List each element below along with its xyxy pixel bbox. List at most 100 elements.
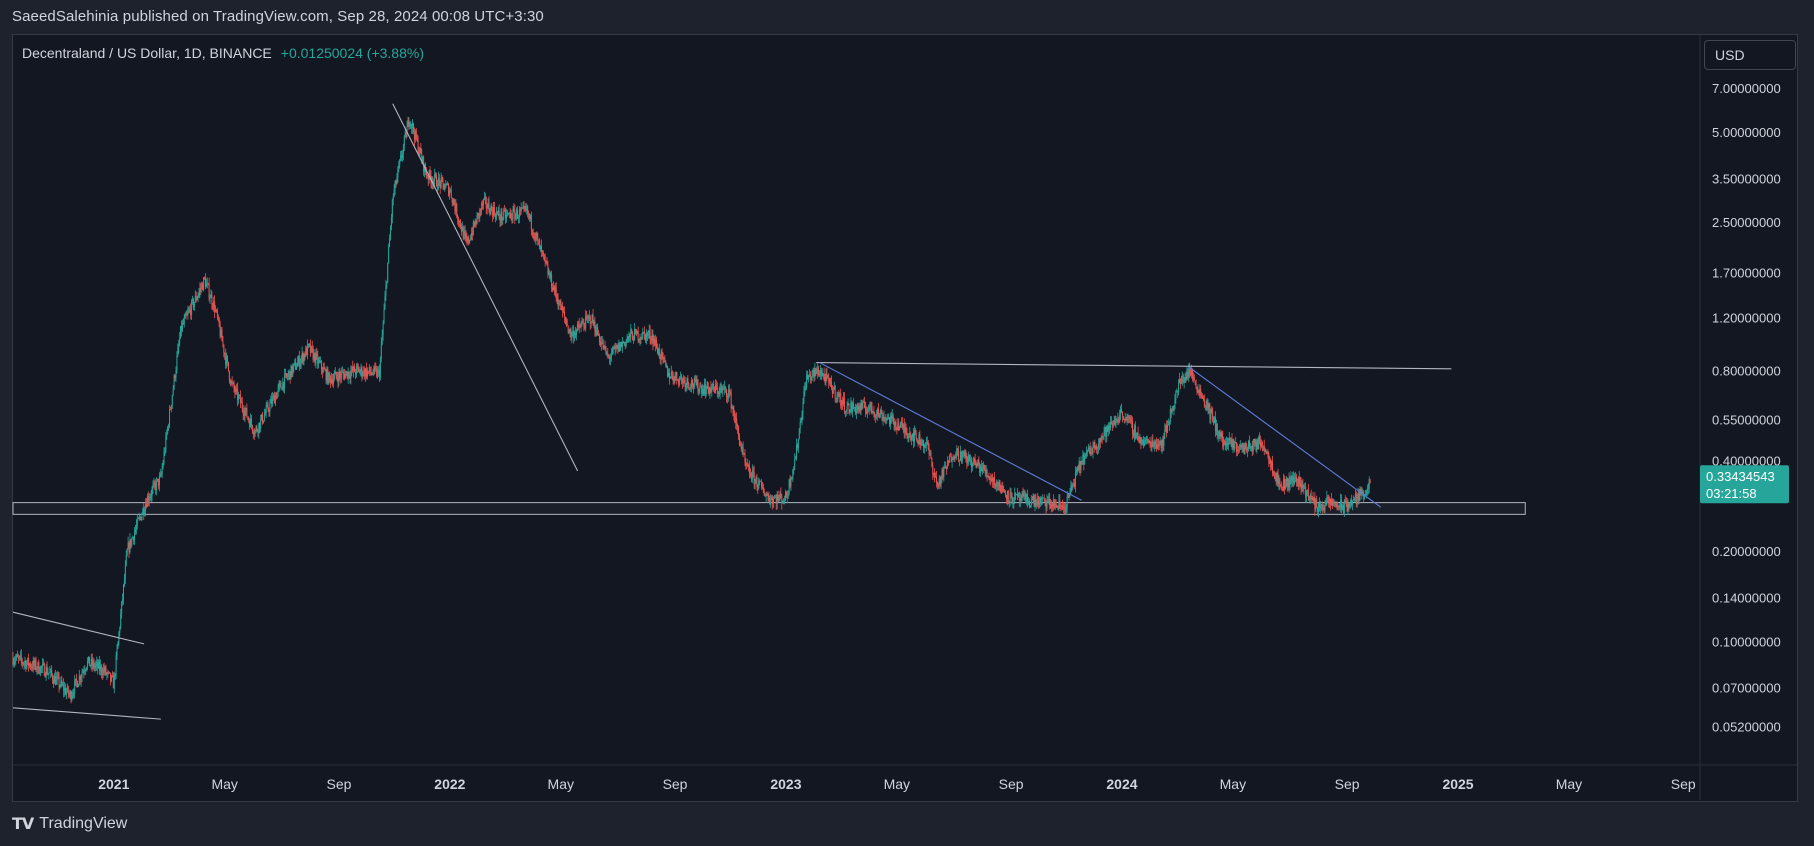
candle-body — [198, 291, 200, 296]
candle-body — [893, 418, 895, 426]
candle-body — [1157, 444, 1159, 447]
x-tick-label: May — [1220, 776, 1246, 792]
candle-body — [1088, 447, 1090, 449]
candle-body — [581, 322, 583, 325]
candle-body — [691, 380, 693, 388]
candle-body — [693, 378, 695, 388]
candle-body — [1140, 437, 1142, 444]
candle-body — [146, 496, 148, 507]
candle-body — [466, 238, 468, 243]
candle-body — [1117, 419, 1119, 420]
candle-body — [1027, 493, 1029, 504]
candle-body — [724, 386, 726, 389]
candle-body — [954, 456, 956, 458]
candle-body — [772, 498, 774, 504]
current-price-label[interactable] — [1700, 465, 1789, 504]
candle-body — [1054, 503, 1056, 509]
trend-line[interactable] — [12, 611, 145, 645]
horizontal-resistance-line[interactable] — [816, 362, 1452, 370]
trend-line[interactable] — [819, 362, 1082, 501]
candle-body — [241, 401, 243, 409]
candle-body — [1112, 422, 1114, 427]
candle-body — [888, 417, 890, 420]
currency-selector-button[interactable]: USD — [1704, 40, 1796, 70]
candle-body — [1347, 503, 1349, 511]
candle-body — [426, 177, 428, 179]
candle-body — [970, 459, 972, 461]
candle-body — [728, 389, 730, 392]
candle-body — [654, 338, 656, 346]
candle-body — [697, 379, 699, 392]
candle-body — [244, 410, 246, 417]
candle-body — [122, 584, 124, 599]
candle-body — [105, 667, 107, 675]
candle-body — [145, 504, 147, 512]
symbol-legend[interactable]: Decentraland / US Dollar, 1D, BINANCE +0… — [22, 45, 424, 61]
candle-body — [333, 374, 335, 380]
candle-body — [887, 417, 889, 420]
candle-body — [1095, 445, 1097, 450]
candle-body — [1007, 490, 1009, 502]
candle-body — [1151, 440, 1153, 447]
candle-body — [386, 282, 388, 286]
candle-body — [1014, 493, 1016, 503]
y-tick-label: 0.80000000 — [1712, 363, 1781, 378]
candle-body — [484, 197, 486, 199]
candle-body — [510, 213, 512, 219]
candle-body — [230, 381, 232, 384]
candle-body — [863, 401, 865, 403]
candle-body — [1158, 442, 1160, 447]
symbol-title[interactable]: Decentraland / US Dollar, 1D, BINANCE — [22, 45, 272, 61]
candle-body — [737, 425, 739, 428]
candle-body — [566, 323, 568, 326]
candle-body — [76, 681, 78, 688]
candle-body — [610, 354, 612, 358]
trend-line[interactable] — [1188, 366, 1382, 508]
candle-body — [769, 501, 771, 505]
candle-body — [260, 419, 262, 429]
candle-body — [731, 406, 733, 409]
candle-body — [505, 210, 507, 219]
trend-line[interactable] — [392, 103, 579, 472]
candle-body — [32, 660, 34, 669]
candle-body — [19, 655, 21, 657]
candle-body — [61, 680, 63, 685]
candle-body — [836, 396, 838, 399]
candle-body — [1331, 499, 1333, 506]
candle-body — [471, 232, 473, 235]
candle-body — [1270, 459, 1272, 468]
candle-body — [1205, 401, 1207, 406]
candle-body — [272, 397, 274, 405]
candle-body — [124, 565, 126, 580]
candle-body — [1340, 500, 1342, 508]
candle-body — [1303, 487, 1305, 489]
candle-body — [772, 498, 774, 504]
candle-body — [703, 384, 705, 395]
candle-body — [536, 232, 538, 238]
footer-branding[interactable]: 𝗧𝗩 TradingView — [12, 814, 127, 834]
candle-body — [927, 441, 929, 448]
candle-body — [1026, 493, 1028, 502]
candle-body — [791, 478, 793, 480]
candle-body — [43, 663, 45, 676]
candle-body — [1247, 449, 1249, 452]
candle-body — [700, 386, 702, 388]
trend-line[interactable] — [12, 707, 161, 720]
y-tick-label: 0.20000000 — [1712, 544, 1781, 559]
chart-frame[interactable] — [12, 34, 1798, 802]
candle-body — [504, 210, 506, 211]
candle-body — [180, 325, 182, 331]
candle-body — [365, 368, 367, 377]
support-zone-rect[interactable] — [12, 502, 1526, 515]
candle-body — [362, 374, 364, 377]
candle-body — [578, 324, 580, 328]
candle-body — [491, 206, 493, 210]
candle-body — [1259, 437, 1261, 442]
candle-body — [552, 286, 554, 291]
candle-body — [527, 206, 529, 214]
candle-body — [868, 405, 870, 409]
candle-body — [840, 393, 842, 406]
candle-body — [820, 370, 822, 376]
candle-body — [1176, 391, 1178, 393]
